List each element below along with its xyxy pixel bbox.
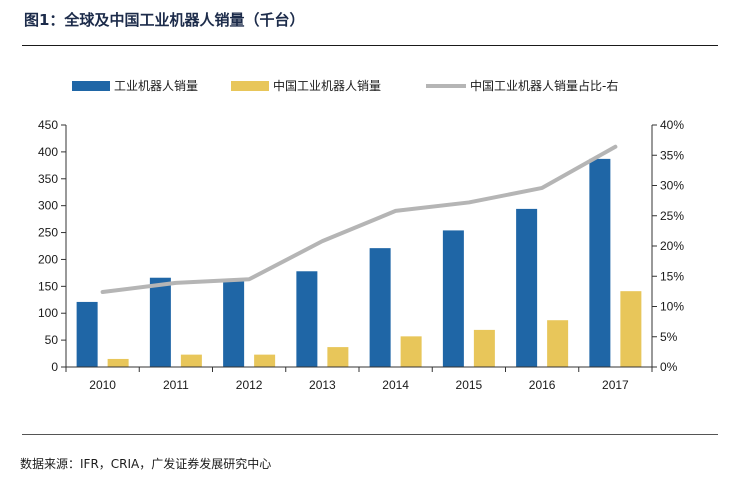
right-tick-label-2: 10% bbox=[660, 300, 684, 314]
left-tick-label-450: 450 bbox=[38, 118, 58, 132]
bar-china-2011 bbox=[180, 354, 202, 367]
bar-china-2012 bbox=[254, 354, 276, 367]
bar-china-2010 bbox=[107, 358, 129, 367]
left-tick-label-150: 150 bbox=[38, 279, 58, 293]
x-tick-label-2013: 2013 bbox=[309, 378, 336, 392]
bar-global-2017 bbox=[589, 158, 611, 367]
chart-title: 图1：全球及中国工业机器人销量（千台） bbox=[24, 11, 305, 29]
left-tick-label-50: 50 bbox=[45, 333, 59, 347]
legend-label-share: 中国工业机器人销量占比-右 bbox=[470, 78, 618, 93]
legend-label-global: 工业机器人销量 bbox=[114, 79, 198, 93]
china-share-line bbox=[100, 144, 618, 294]
bar-china-2013 bbox=[327, 347, 349, 367]
right-tick-label-1: 5% bbox=[660, 330, 678, 344]
top-divider bbox=[22, 45, 718, 46]
bar-china-2014 bbox=[400, 336, 422, 367]
share-line-layer bbox=[100, 144, 618, 294]
bottom-divider bbox=[22, 434, 718, 435]
bar-global-2015 bbox=[442, 230, 464, 367]
bar-china-2016 bbox=[547, 320, 569, 367]
legend-swatch-global bbox=[72, 81, 110, 91]
left-tick-label-200: 200 bbox=[38, 252, 58, 266]
left-tick-label-0: 0 bbox=[51, 360, 58, 374]
right-tick-label-7: 35% bbox=[660, 148, 684, 162]
right-tick-label-4: 20% bbox=[660, 239, 684, 253]
x-tick-label-2014: 2014 bbox=[382, 378, 409, 392]
left-tick-label-100: 100 bbox=[38, 306, 58, 320]
bars-layer bbox=[76, 158, 642, 367]
bar-global-2011 bbox=[149, 277, 171, 367]
bar-global-2012 bbox=[223, 281, 245, 367]
bar-global-2010 bbox=[76, 301, 98, 367]
left-tick-label-400: 400 bbox=[38, 145, 58, 159]
right-tick-label-5: 25% bbox=[660, 209, 684, 223]
left-tick-label-250: 250 bbox=[38, 226, 58, 240]
right-tick-label-0: 0% bbox=[660, 360, 678, 374]
left-tick-label-350: 350 bbox=[38, 172, 58, 186]
legend: 工业机器人销量 中国工业机器人销量 中国工业机器人销量占比-右 bbox=[72, 78, 618, 93]
x-tick-label-2017: 2017 bbox=[602, 378, 629, 392]
bar-global-2016 bbox=[516, 208, 538, 367]
right-tick-label-8: 40% bbox=[660, 118, 684, 132]
bar-global-2013 bbox=[296, 271, 318, 367]
axes-layer: 0 50 100 150 200 250 300 350 400 450 0% 5% 10% 15% 20%… bbox=[38, 118, 684, 392]
x-tick-label-2015: 2015 bbox=[456, 378, 483, 392]
legend-label-china: 中国工业机器人销量 bbox=[273, 78, 381, 93]
source-note: 数据来源：IFR，CRIA，广发证券发展研究中心 bbox=[20, 457, 272, 471]
right-tick-label-6: 30% bbox=[660, 179, 684, 193]
left-tick-label-300: 300 bbox=[38, 199, 58, 213]
chart-canvas: 工业机器人销量 中国工业机器人销量 中国工业机器人销量占比-右 0 50 100 150 2… bbox=[38, 78, 684, 392]
bar-global-2014 bbox=[369, 248, 391, 367]
x-tick-label-2012: 2012 bbox=[236, 378, 263, 392]
bar-china-2017 bbox=[620, 291, 642, 367]
right-tick-label-3: 15% bbox=[660, 269, 684, 283]
x-tick-label-2016: 2016 bbox=[529, 378, 556, 392]
bar-china-2015 bbox=[473, 329, 495, 367]
legend-swatch-china bbox=[231, 81, 269, 91]
x-tick-label-2010: 2010 bbox=[89, 378, 116, 392]
x-tick-label-2011: 2011 bbox=[163, 378, 189, 392]
